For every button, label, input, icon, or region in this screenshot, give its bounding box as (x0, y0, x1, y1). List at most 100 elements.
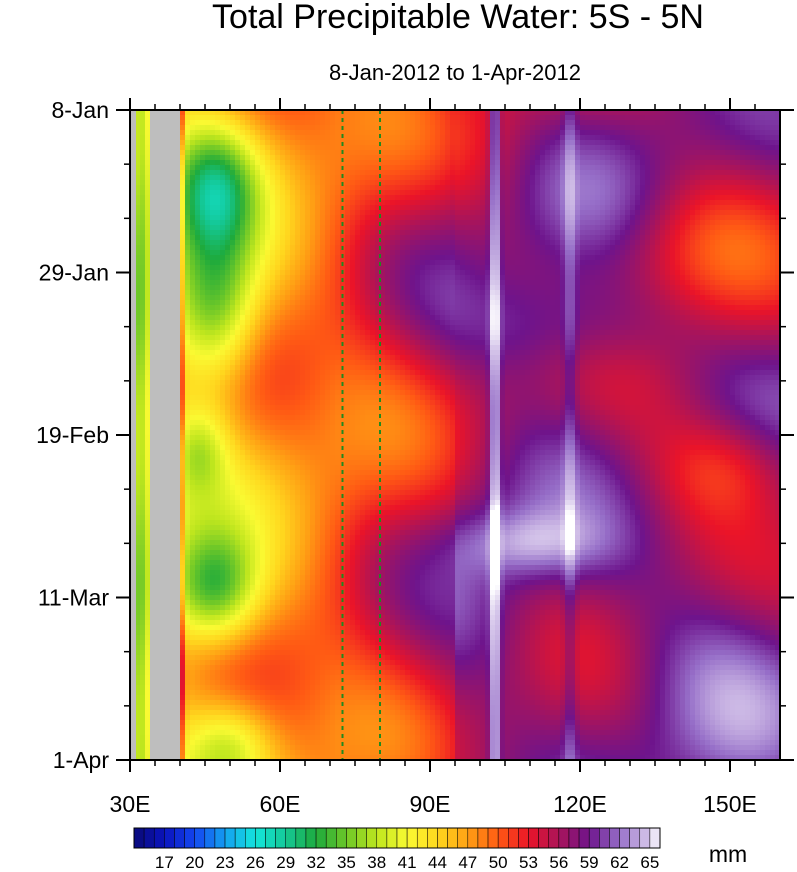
heatmap-cell (685, 215, 691, 221)
heatmap-cell (765, 155, 771, 161)
heatmap-cell (260, 260, 266, 266)
heatmap-cell (420, 135, 426, 141)
heatmap-cell (195, 240, 201, 246)
heatmap-cell (675, 175, 681, 181)
heatmap-cell (365, 290, 371, 296)
heatmap-cell (515, 260, 521, 266)
heatmap-cell (650, 125, 656, 131)
heatmap-cell (360, 290, 366, 296)
heatmap-cell (745, 220, 751, 226)
heatmap-cell (555, 250, 561, 256)
heatmap-cell (705, 230, 711, 236)
heatmap-cell (250, 150, 256, 156)
heatmap-cell (135, 185, 141, 191)
heatmap-cell (535, 270, 541, 276)
heatmap-cell (640, 280, 646, 286)
heatmap-cell (235, 180, 241, 186)
heatmap-cell (685, 270, 691, 276)
heatmap-cell (490, 280, 496, 286)
heatmap-cell (605, 205, 611, 211)
heatmap-cell (250, 140, 256, 146)
heatmap-cell (715, 215, 721, 221)
heatmap-cell (615, 240, 621, 246)
heatmap-cell (475, 275, 481, 281)
heatmap-cell (255, 175, 261, 181)
heatmap-cell (525, 285, 531, 291)
heatmap-cell (475, 205, 481, 211)
heatmap-cell (390, 165, 396, 171)
heatmap-cell (585, 235, 591, 241)
heatmap-cell (610, 120, 616, 126)
heatmap-cell (280, 220, 286, 226)
heatmap-cell (565, 155, 571, 161)
heatmap-cell (775, 110, 780, 116)
heatmap-cell (565, 255, 571, 261)
heatmap-cell (760, 130, 766, 136)
heatmap-cell (620, 110, 626, 116)
heatmap-cell (645, 260, 651, 266)
heatmap-cell (380, 300, 386, 306)
heatmap-cell (670, 235, 676, 241)
heatmap-cell (765, 125, 771, 131)
heatmap-cell (260, 205, 266, 211)
heatmap-cell (545, 210, 551, 216)
heatmap-cell (495, 245, 501, 251)
heatmap-cell (330, 165, 336, 171)
heatmap-cell (535, 170, 541, 176)
heatmap-cell (470, 275, 476, 281)
heatmap-cell (755, 275, 761, 281)
heatmap-cell (755, 110, 761, 116)
heatmap-cell (650, 260, 656, 266)
heatmap-cell (720, 250, 726, 256)
heatmap-cell (245, 115, 251, 121)
heatmap-cell (515, 165, 521, 171)
heatmap-cell (270, 285, 276, 291)
heatmap-cell (220, 180, 226, 186)
heatmap-cell (355, 220, 361, 226)
heatmap-cell (665, 240, 671, 246)
heatmap-cell (460, 140, 466, 146)
heatmap-cell (400, 275, 406, 281)
heatmap-cell (480, 260, 486, 266)
heatmap-cell (715, 200, 721, 206)
heatmap-cell (595, 245, 601, 251)
heatmap-cell (360, 115, 366, 121)
heatmap-cell (625, 280, 631, 286)
heatmap-cell (310, 265, 316, 271)
heatmap-cell (535, 205, 541, 211)
heatmap-cell (490, 250, 496, 256)
heatmap-cell (215, 225, 221, 231)
heatmap-cell (180, 255, 186, 261)
heatmap-cell (440, 200, 446, 206)
heatmap-cell (410, 245, 416, 251)
heatmap-cell (215, 210, 221, 216)
heatmap-cell (215, 145, 221, 151)
heatmap-cell (485, 155, 491, 161)
heatmap-cell (540, 280, 546, 286)
heatmap-cell (550, 190, 556, 196)
heatmap-cell (315, 120, 321, 126)
heatmap-cell (745, 265, 751, 271)
heatmap-cell (570, 140, 576, 146)
heatmap-cell (455, 275, 461, 281)
heatmap-cell (345, 275, 351, 281)
heatmap-cell (225, 235, 231, 241)
heatmap-cell (310, 220, 316, 226)
heatmap-cell (395, 255, 401, 261)
heatmap-cell (315, 165, 321, 171)
heatmap-cell (415, 285, 421, 291)
heatmap-cell (455, 120, 461, 126)
heatmap-cell (720, 145, 726, 151)
heatmap-cell (205, 250, 211, 256)
heatmap-cell (245, 250, 251, 256)
heatmap-cell (520, 280, 526, 286)
heatmap-cell (635, 200, 641, 206)
heatmap-cell (600, 110, 606, 116)
heatmap-cell (230, 125, 236, 131)
heatmap-cell (660, 145, 666, 151)
heatmap-cell (540, 155, 546, 161)
heatmap-cell (680, 135, 686, 141)
heatmap-cell (455, 260, 461, 266)
heatmap-cell (360, 255, 366, 261)
heatmap-cell (450, 180, 456, 186)
